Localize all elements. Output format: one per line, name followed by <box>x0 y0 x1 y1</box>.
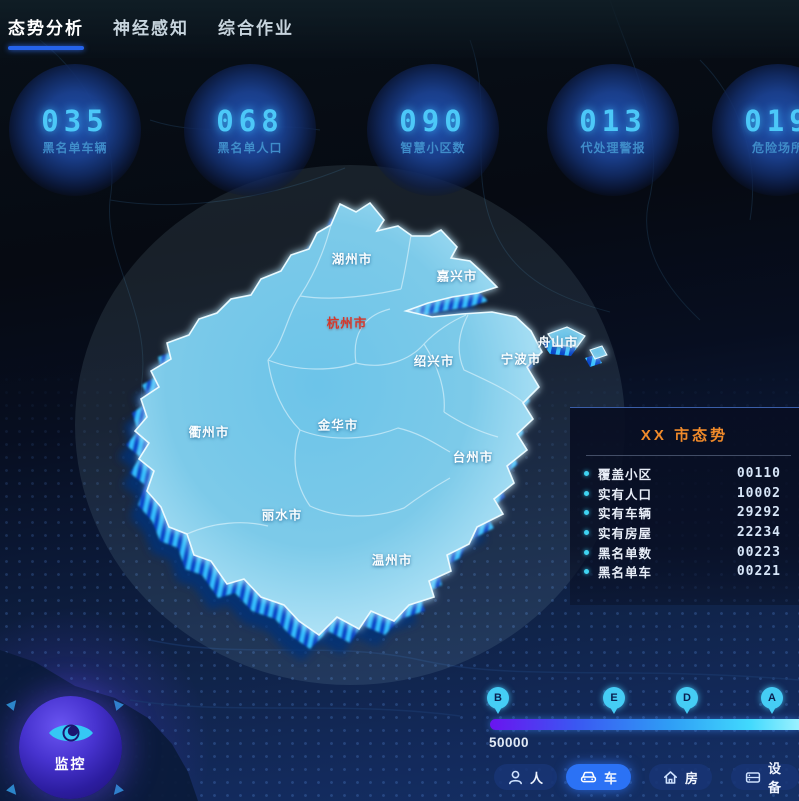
map-city-borders <box>186 224 525 535</box>
map-label-hangzhou[interactable]: 杭州市 <box>326 316 368 331</box>
map-label-lishui[interactable]: 丽水市 <box>261 508 303 523</box>
panel-row-blacklist-count: 黑名单数 00223 <box>570 542 799 562</box>
stat-smart-communities: 090 智慧小区数 <box>367 64 499 196</box>
stat-value: 019 <box>744 104 799 138</box>
stat-label: 代处理警报 <box>580 141 646 155</box>
tab-neural-perception[interactable]: 神经感知 <box>113 19 189 38</box>
eye-icon <box>48 724 93 742</box>
panel-row-actual-houses: 实有房屋 22234 <box>570 523 799 543</box>
bullet-icon <box>584 490 589 496</box>
slider-marker-b[interactable]: B <box>487 687 509 714</box>
panel-row-value: 10002 <box>736 485 781 501</box>
stat-value: 035 <box>41 104 109 138</box>
slider-value: 50000 <box>489 735 530 750</box>
panel-row-value: 29292 <box>736 505 781 521</box>
filter-label: 人 <box>530 770 544 786</box>
panel-row-value: 22234 <box>736 525 781 541</box>
panel-row-label: 黑名单数 <box>598 546 653 561</box>
panel-row-actual-vehicles: 实有车辆 29292 <box>570 503 799 523</box>
city-status-panel: XX 市态势 覆盖小区 00110 实有人口 10002 实有车辆 29292 … <box>570 407 799 605</box>
bullet-icon <box>584 549 589 555</box>
main-nav: 态势分析 神经感知 综合作业 <box>8 14 294 50</box>
bullet-icon <box>584 530 589 536</box>
panel-divider <box>586 455 791 456</box>
person-icon <box>509 770 522 784</box>
filter-label: 设备 <box>768 761 782 795</box>
filter-label: 房 <box>685 770 699 786</box>
slider-marker-d[interactable]: D <box>676 687 698 714</box>
panel-row-value: 00110 <box>736 466 781 482</box>
stat-dangerous-places: 019 危险场所 <box>712 64 799 196</box>
stat-pending-alarms: 013 代处理警报 <box>547 64 679 196</box>
top-bar <box>0 0 799 58</box>
bullet-icon <box>584 471 589 477</box>
stat-label: 黑名单人口 <box>217 141 283 155</box>
stat-blacklist-vehicles: 035 黑名单车辆 <box>9 64 141 196</box>
filter-house-button[interactable]: 房 <box>649 764 713 790</box>
panel-row-actual-population: 实有人口 10002 <box>570 484 799 504</box>
map-label-shaoxing[interactable]: 绍兴市 <box>413 354 455 369</box>
map-label-zhoushan[interactable]: 舟山市 <box>537 335 579 350</box>
stat-label: 危险场所 <box>751 141 799 155</box>
map-label-jinhua[interactable]: 金华市 <box>317 418 359 433</box>
map-label-taizhou[interactable]: 台州市 <box>452 450 494 465</box>
house-icon <box>664 770 677 784</box>
monitor-button[interactable]: 监控 <box>19 696 122 799</box>
bullet-icon <box>584 510 589 516</box>
slider-marker-a[interactable]: A <box>761 687 783 714</box>
stat-blacklist-population: 068 黑名单人口 <box>184 64 316 196</box>
stat-value: 013 <box>579 104 647 138</box>
panel-row-covered-communities: 覆盖小区 00110 <box>570 464 799 484</box>
stat-value: 068 <box>216 104 284 138</box>
tab-situation-analysis[interactable]: 态势分析 <box>8 14 84 50</box>
filter-device-button[interactable]: 设备 <box>731 761 799 795</box>
panel-row-value: 00223 <box>736 544 781 560</box>
panel-row-value: 00221 <box>736 564 781 580</box>
car-icon <box>580 771 597 782</box>
stat-label: 黑名单车辆 <box>42 141 108 155</box>
device-icon <box>745 771 761 783</box>
filter-car-button[interactable]: 车 <box>566 764 632 790</box>
map-label-ningbo[interactable]: 宁波市 <box>500 352 542 367</box>
panel-row-label: 实有车辆 <box>598 507 653 522</box>
stat-label: 智慧小区数 <box>400 141 466 155</box>
panel-row-label: 黑名单车 <box>598 566 653 581</box>
map-label-quzhou[interactable]: 衢州市 <box>188 425 230 440</box>
panel-title: XX 市态势 <box>640 427 729 444</box>
map-label-jiaxing[interactable]: 嘉兴市 <box>436 269 478 284</box>
map-label-huzhou[interactable]: 湖州市 <box>331 252 373 267</box>
slider-marker-e[interactable]: E <box>603 687 625 714</box>
panel-row-label: 实有房屋 <box>598 527 653 542</box>
stat-value: 090 <box>399 104 467 138</box>
bullet-icon <box>584 569 589 575</box>
filter-person-button[interactable]: 人 <box>494 764 558 790</box>
filter-label: 车 <box>604 770 618 786</box>
map-label-wenzhou[interactable]: 温州市 <box>371 553 413 568</box>
panel-row-label: 实有人口 <box>598 487 653 502</box>
gradient-slider-bar[interactable] <box>490 719 799 730</box>
panel-row-blacklist-vehicles: 黑名单车 00221 <box>570 562 799 582</box>
monitor-label: 监控 <box>54 756 87 772</box>
tab-comprehensive-operations[interactable]: 综合作业 <box>218 19 294 38</box>
panel-row-label: 覆盖小区 <box>598 468 653 483</box>
